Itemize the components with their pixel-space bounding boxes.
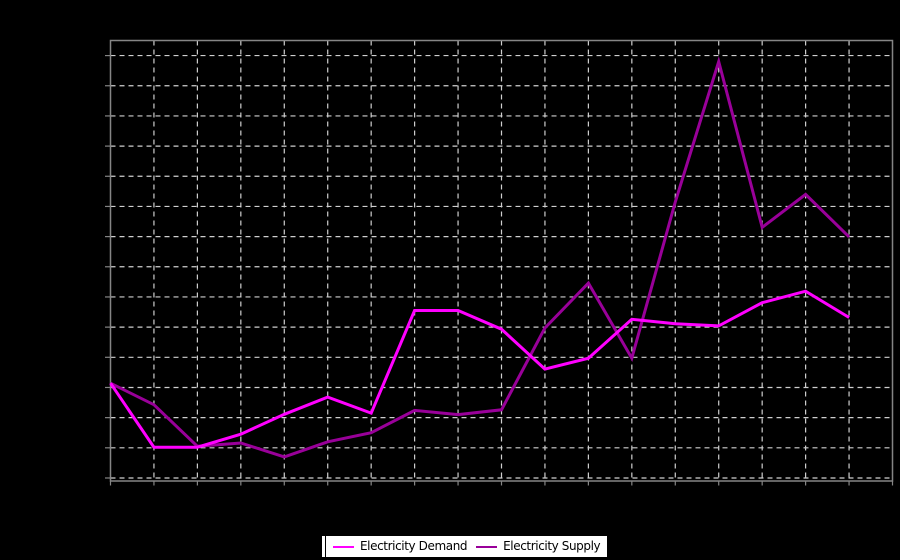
- chart-legend: Electricity Demand Electricity Supply: [322, 536, 608, 557]
- supply-line-swatch-icon: [476, 545, 498, 548]
- legend-label-supply: Electricity Supply: [503, 539, 601, 553]
- electricity-demand-line: [109, 289, 850, 449]
- demand-line-swatch-icon: [333, 545, 354, 548]
- plot-border: [109, 39, 894, 482]
- legend-border-line: [325, 536, 326, 557]
- legend-item-demand: Electricity Demand: [333, 536, 468, 557]
- legend-label-demand: Electricity Demand: [360, 539, 468, 553]
- legend-item-supply: Electricity Supply: [476, 536, 601, 557]
- electricity-supply-line: [109, 56, 851, 459]
